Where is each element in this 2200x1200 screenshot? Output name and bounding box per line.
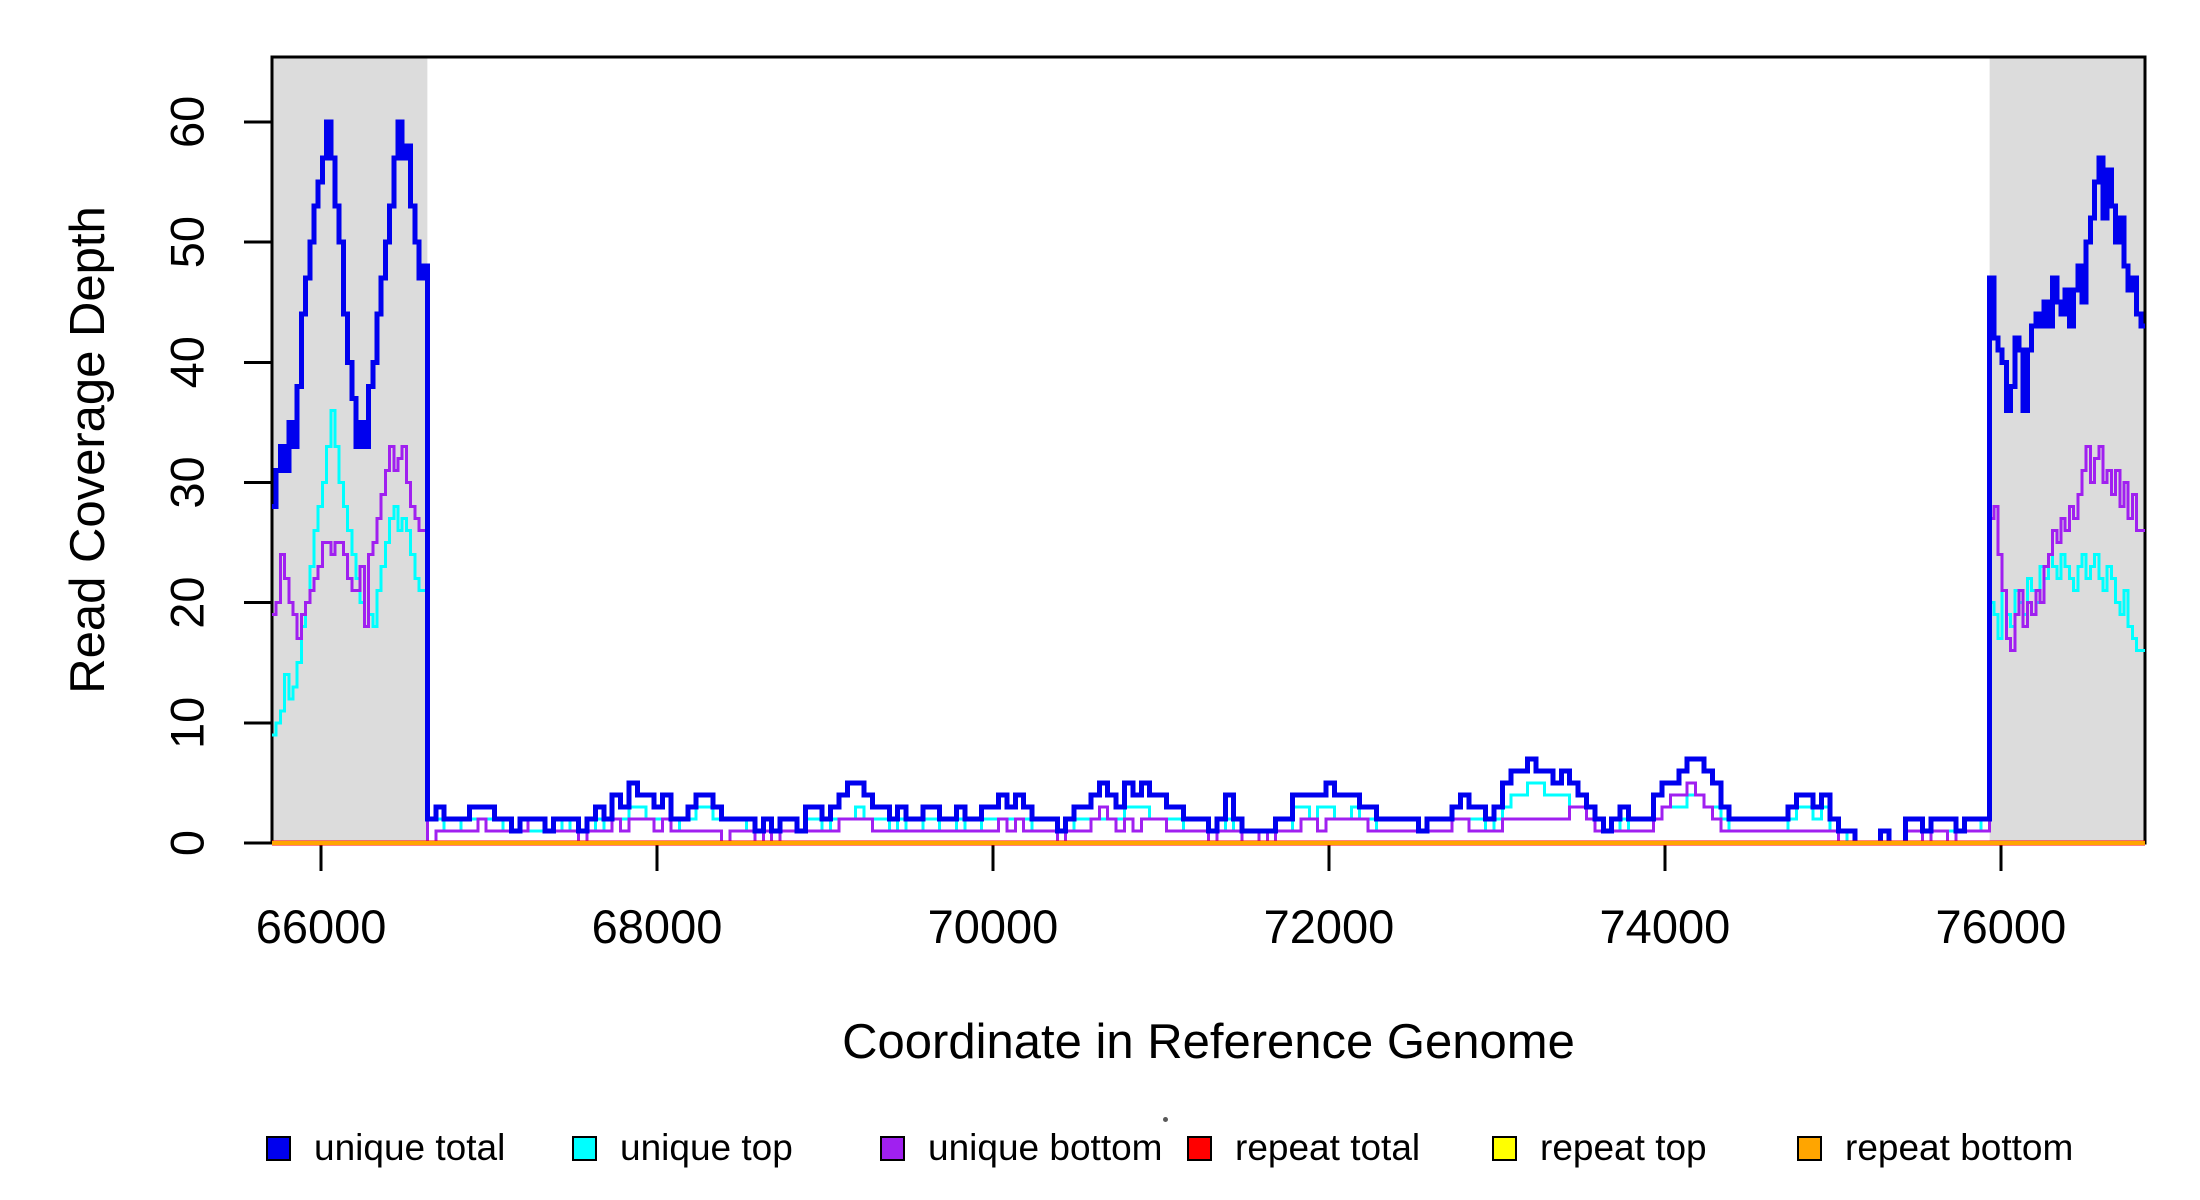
legend-item-repeat-top: repeat top (1492, 1122, 1707, 1174)
series-unique-total (272, 119, 2145, 846)
x-tick-label: 66000 (256, 900, 387, 953)
legend-swatch-repeat-bottom (1797, 1135, 1822, 1161)
y-tick-label: 10 (161, 697, 214, 749)
x-tick-label: 76000 (1936, 900, 2067, 953)
series-unique-bottom (272, 444, 2145, 845)
y-tick-label: 60 (161, 96, 214, 148)
x-tick-label: 74000 (1600, 900, 1731, 953)
y-tick-label: 20 (161, 576, 214, 628)
legend-swatch-repeat-top (1492, 1135, 1517, 1161)
stray-dot (1163, 1117, 1168, 1122)
legend-label-repeat-total: repeat total (1235, 1127, 1421, 1168)
legend-label-unique-total: unique total (314, 1127, 506, 1168)
y-tick-label: 40 (161, 336, 214, 388)
shaded-region-1 (1989, 57, 2145, 843)
y-tick-label: 50 (161, 216, 214, 268)
x-tick-label: 68000 (592, 900, 723, 953)
legend-item-repeat-bottom: repeat bottom (1797, 1122, 2073, 1174)
legend-swatch-unique-total (266, 1135, 291, 1161)
x-tick-label: 72000 (1264, 900, 1395, 953)
y-axis-title: Read Coverage Depth (61, 206, 115, 694)
legend-item-unique-bottom: unique bottom (880, 1122, 1163, 1174)
legend-item-unique-total: unique total (266, 1122, 505, 1174)
legend-label-repeat-bottom: repeat bottom (1845, 1127, 2074, 1168)
legend-item-unique-top: unique top (572, 1122, 793, 1174)
legend-label-repeat-top: repeat top (1540, 1127, 1707, 1168)
legend-swatch-repeat-total (1187, 1135, 1212, 1161)
y-tick-label: 30 (161, 456, 214, 508)
x-tick-label: 70000 (928, 900, 1059, 953)
legend: unique total unique top unique bottom re… (0, 1122, 2200, 1174)
shaded-region-0 (272, 57, 428, 843)
legend-swatch-unique-bottom (880, 1135, 905, 1161)
legend-label-unique-bottom: unique bottom (928, 1127, 1163, 1168)
y-tick-label: 0 (161, 830, 214, 856)
legend-label-unique-top: unique top (620, 1127, 793, 1168)
legend-item-repeat-total: repeat total (1187, 1122, 1420, 1174)
x-axis-title: Coordinate in Reference Genome (842, 1015, 1575, 1069)
legend-swatch-unique-top (572, 1135, 597, 1161)
